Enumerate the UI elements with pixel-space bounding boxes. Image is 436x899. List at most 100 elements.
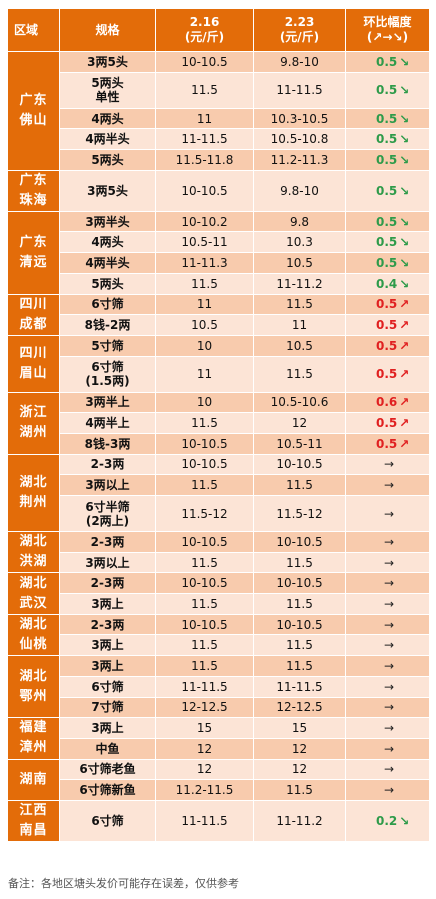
change-cell: 0.5 ↗ — [345, 412, 430, 434]
spec-cell: 8钱-3两 — [59, 432, 156, 455]
spec-text: (1.5两) — [85, 374, 130, 389]
price-0216-cell: 11.2-11.5 — [155, 779, 254, 801]
region-cell: 江西 南昌 — [7, 799, 60, 842]
price-0216-cell: 10-10.5 — [155, 169, 254, 212]
price-0223-cell: 12 — [253, 412, 346, 434]
change-cell: 0.5 ↗ — [345, 334, 430, 357]
table-row: 湖北 仙桃 2-3两 10-10.5 10-10.5 → — [7, 613, 430, 657]
table-row: 6寸半筛 (2两上) 11.5-12 11.5-12 → — [8, 495, 430, 532]
price-0216-cell: 11.5 — [155, 634, 254, 657]
region-cell: 广东 珠海 — [7, 169, 60, 212]
spec-cell: 3两上 — [59, 655, 156, 677]
region-name: 佛山 — [19, 112, 48, 128]
arrow-up-icon: ↗ — [399, 297, 410, 312]
region-cell: 湖北 洪湖 — [7, 530, 60, 574]
price-0216-cell: 11.5 — [155, 655, 254, 677]
price-0216-cell: 11 — [155, 293, 254, 316]
price-0216-cell: 11.5 — [155, 71, 254, 109]
table-row: 江西 南昌 6寸筛 11-11.5 11-11.2 0.2 ↘ — [7, 799, 430, 842]
table-row: 湖北 武汉 2-3两 10-10.5 10-10.5 → — [7, 572, 430, 615]
region-name: 江西 — [19, 802, 48, 818]
price-0216-cell: 12 — [155, 737, 254, 760]
region-name: 湖北 — [19, 616, 48, 632]
spec-text: 6寸筛新鱼 — [79, 783, 136, 798]
price-0216-cell: 11 — [155, 107, 254, 130]
region-cell: 四川 眉山 — [7, 334, 60, 393]
arrow-up-icon: ↗ — [399, 367, 410, 382]
price-0223-cell: 10.5 — [253, 252, 346, 274]
spec-cell: 4两头 — [59, 107, 156, 130]
region-name: 鄂州 — [19, 688, 48, 704]
change-value: 0.5 — [376, 214, 398, 229]
change-value: 0.5 — [376, 183, 398, 198]
spec-text: 8钱-3两 — [84, 436, 131, 451]
price-0223-cell: 11.5 — [253, 551, 346, 574]
arrow-right-icon: → — [384, 741, 395, 756]
price-0216-cell: 10.5-11 — [155, 231, 254, 254]
price-0216-cell: 11-11.5 — [155, 128, 254, 151]
price-0223-cell: 9.8-10 — [253, 169, 346, 212]
spec-text: 2-3两 — [90, 534, 125, 549]
header-region: 区域 — [7, 8, 60, 52]
spec-cell: 2-3两 — [59, 531, 156, 553]
change-cell: 0.5 ↗ — [345, 432, 430, 455]
change-cell: → — [345, 551, 430, 574]
change-value: 0.5 — [376, 436, 398, 451]
change-cell: 0.5 ↘ — [345, 149, 430, 171]
change-cell: → — [345, 495, 430, 532]
price-0223-cell: 11.5 — [253, 474, 346, 496]
price-0223-cell: 10.3-10.5 — [253, 107, 346, 130]
spec-cell: 6寸半筛 (2两上) — [59, 495, 156, 532]
region-name: 湖州 — [19, 425, 48, 441]
table-row: 3两上 11.5 11.5 → — [8, 634, 430, 657]
spec-text: 3两上 — [91, 596, 124, 611]
spec-cell: 2-3两 — [59, 613, 156, 636]
spec-text: 6寸筛 — [91, 813, 124, 828]
arrow-up-icon: ↗ — [399, 338, 410, 353]
spec-text: 4两半上 — [85, 416, 130, 431]
arrow-down-icon: ↘ — [399, 813, 410, 828]
spec-cell: 6寸筛 — [59, 293, 156, 316]
header-date2-label: 2.23 — [284, 15, 315, 29]
spec-cell: 3两半头 — [59, 210, 156, 233]
spec-cell: 6寸筛 — [59, 799, 156, 842]
arrow-right-icon: → — [384, 506, 395, 521]
spec-cell: 4两头 — [59, 231, 156, 254]
region-name: 洪湖 — [19, 554, 48, 570]
change-cell: → — [345, 531, 430, 553]
price-0216-cell: 10-10.5 — [155, 613, 254, 636]
spec-text: (2两上) — [85, 513, 130, 528]
price-0223-cell: 11-11.5 — [253, 675, 346, 698]
price-0216-cell: 11-11.5 — [155, 675, 254, 698]
price-0216-cell: 12 — [155, 758, 254, 781]
change-value: 0.5 — [376, 318, 398, 333]
change-cell: → — [345, 613, 430, 636]
arrow-down-icon: ↘ — [399, 183, 410, 198]
region-cell: 湖北 荆州 — [7, 453, 60, 533]
header-change-symbols: (↗→↘) — [366, 30, 409, 44]
change-value: 0.5 — [376, 416, 398, 431]
table-row: 3两上 11.5 11.5 → — [8, 593, 430, 615]
table-row: 6寸筛 (1.5两) 11 11.5 0.5 ↗ — [8, 355, 430, 393]
region-name: 仙桃 — [19, 636, 48, 652]
header-change: 环比幅度 (↗→↘) — [345, 8, 430, 52]
region-cell: 广东 清远 — [7, 210, 60, 295]
change-cell: → — [345, 737, 430, 760]
price-0223-cell: 15 — [253, 717, 346, 739]
table-row: 广东 珠海 3两5头 10-10.5 9.8-10 0.5 ↘ — [7, 169, 430, 212]
region-name: 漳州 — [19, 740, 48, 756]
spec-text: 4两半头 — [85, 255, 130, 270]
arrow-right-icon: → — [384, 576, 395, 591]
spec-cell: 6寸筛 (1.5两) — [59, 355, 156, 393]
arrow-down-icon: ↘ — [399, 132, 410, 147]
price-0216-cell: 11-11.5 — [155, 799, 254, 842]
price-0223-cell: 11.5-12 — [253, 495, 346, 532]
spec-text: 3两5头 — [87, 183, 128, 198]
change-cell: 0.5 ↗ — [345, 293, 430, 316]
table-row: 5两头 11.5 11-11.2 0.4 ↘ — [8, 272, 430, 295]
price-0216-cell: 10 — [155, 391, 254, 414]
region-cell: 福建 漳州 — [7, 717, 60, 760]
table-row: 湖北 鄂州 3两上 11.5 11.5 → — [7, 655, 430, 719]
spec-text: 6寸筛 — [91, 360, 124, 375]
price-0223-cell: 11.5 — [253, 293, 346, 316]
